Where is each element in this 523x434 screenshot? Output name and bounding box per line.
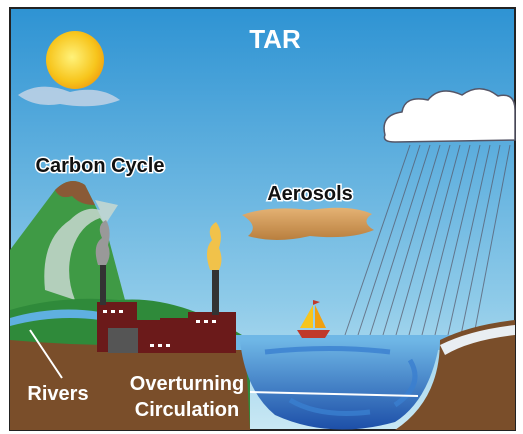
aerosols-label: Aerosols	[267, 183, 353, 205]
title: TAR	[249, 24, 301, 54]
sailboat	[297, 300, 330, 338]
cloud	[383, 88, 516, 143]
ice	[440, 325, 515, 355]
circulation-arrows	[264, 346, 418, 416]
rain	[344, 144, 511, 336]
soil	[10, 340, 250, 430]
circulation-pointer	[249, 391, 419, 397]
factory	[95, 220, 236, 353]
rivers-pointer	[29, 329, 63, 379]
sun	[18, 31, 120, 107]
circulation-label: Circulation	[135, 399, 239, 421]
overturning-label: Overturning	[130, 373, 244, 395]
river	[10, 309, 100, 326]
right-land	[395, 320, 515, 430]
aerosol-cloud	[242, 207, 374, 240]
carbon-arrow	[44, 200, 118, 300]
volcano-top	[55, 181, 95, 205]
ocean-basin	[240, 340, 440, 430]
rivers-label: Rivers	[27, 383, 88, 405]
carbon-cycle-label: Carbon Cycle	[36, 155, 165, 177]
